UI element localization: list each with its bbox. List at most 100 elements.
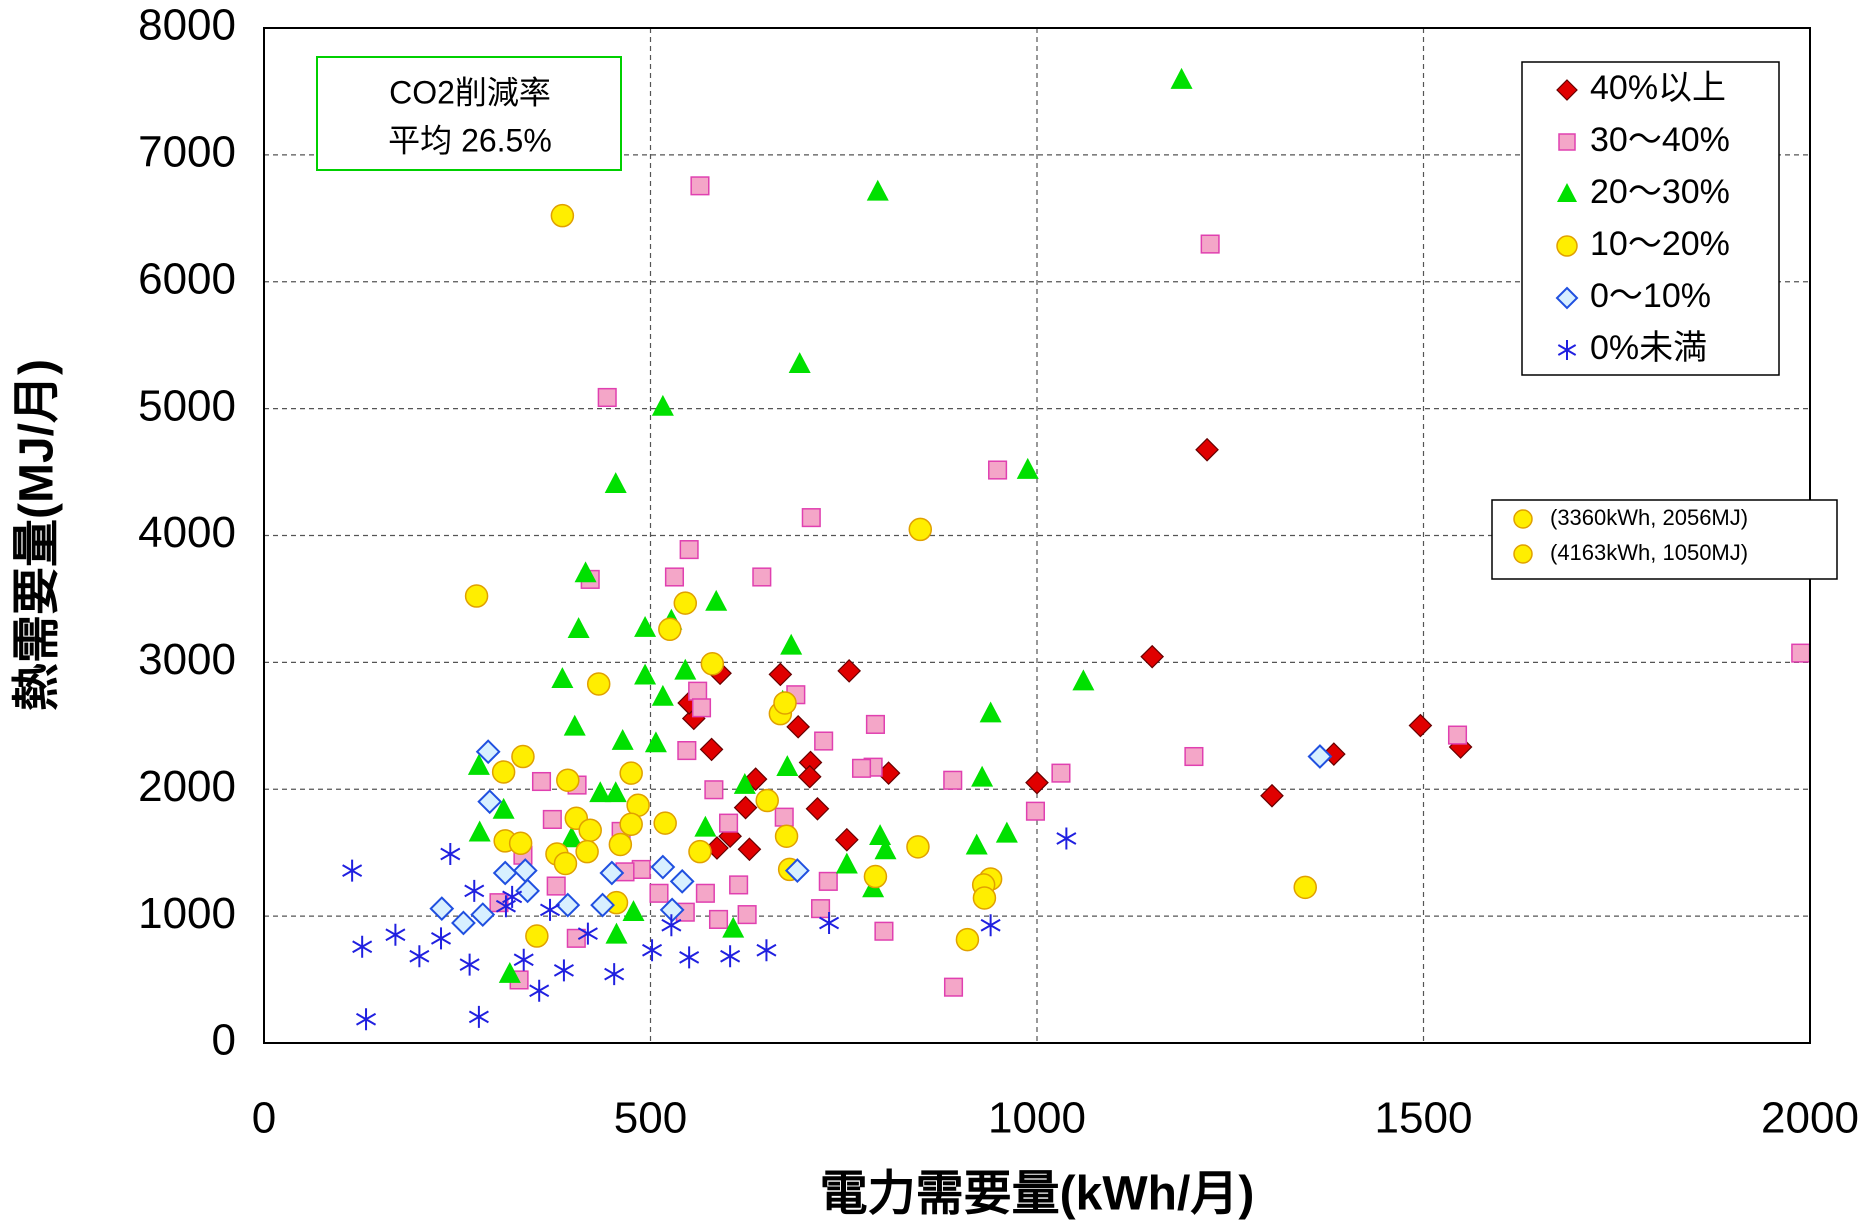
y-tick-label: 2000 xyxy=(138,762,236,811)
point xyxy=(1307,744,1333,769)
outlier-legend: (3360kWh, 2056MJ) (4163kWh, 1050MJ) xyxy=(1513,505,1748,565)
point xyxy=(468,1005,489,1028)
point xyxy=(1051,763,1071,783)
point xyxy=(599,860,625,886)
point xyxy=(511,744,535,769)
point xyxy=(567,617,590,639)
point xyxy=(513,948,534,971)
point xyxy=(502,885,523,908)
point xyxy=(669,868,695,894)
point xyxy=(733,772,756,794)
point xyxy=(995,821,1018,843)
point xyxy=(705,589,728,611)
point xyxy=(619,812,643,837)
point xyxy=(906,835,930,859)
outlier-label: (4163kWh, 1050MJ) xyxy=(1550,540,1748,565)
point xyxy=(971,765,994,787)
point xyxy=(464,584,489,608)
point xyxy=(653,811,677,835)
y-tick-label: 4000 xyxy=(138,508,236,557)
annotation: CO2削減率 xyxy=(389,74,551,110)
point xyxy=(467,753,490,775)
legend: 40%以上 30～40% 20～30% 10～20% 0～10% 0%未満 xyxy=(1555,69,1730,367)
point xyxy=(589,781,612,803)
y-tick-label: 5000 xyxy=(138,381,236,430)
point xyxy=(658,617,682,642)
point xyxy=(673,591,698,615)
point xyxy=(578,818,602,842)
point xyxy=(695,883,715,903)
point xyxy=(477,789,503,815)
outlier-marker xyxy=(1513,544,1533,564)
point xyxy=(819,911,840,934)
y-tick-label: 7000 xyxy=(138,128,236,177)
point xyxy=(722,916,745,938)
point xyxy=(691,698,712,718)
point xyxy=(835,852,858,874)
point xyxy=(574,561,597,583)
x-tick-label: 1500 xyxy=(1375,1094,1473,1143)
point xyxy=(575,839,599,864)
point xyxy=(677,741,697,761)
point xyxy=(1184,746,1204,767)
legend-marker xyxy=(1558,133,1576,151)
point xyxy=(1025,801,1046,821)
legend-marker xyxy=(1556,79,1578,101)
point xyxy=(604,472,627,494)
annotation: 平均 26.5% xyxy=(388,122,552,158)
point xyxy=(679,946,700,969)
x-tick-label: 2000 xyxy=(1761,1094,1859,1143)
point xyxy=(604,963,625,986)
point xyxy=(611,728,634,750)
point xyxy=(531,771,552,792)
point xyxy=(708,909,729,929)
point xyxy=(553,851,578,876)
x-tick-label: 500 xyxy=(614,1094,687,1143)
point xyxy=(634,616,657,637)
point xyxy=(1025,770,1049,795)
point xyxy=(604,781,627,803)
point xyxy=(780,633,803,655)
point xyxy=(774,824,799,848)
point xyxy=(525,924,549,948)
point xyxy=(805,796,830,821)
point xyxy=(429,896,455,922)
point xyxy=(1293,875,1317,900)
x-tick-label: 1000 xyxy=(988,1094,1086,1143)
point xyxy=(1260,783,1284,808)
point xyxy=(755,788,779,813)
point xyxy=(863,864,888,889)
y-tick-label: 0 xyxy=(212,1016,236,1065)
point xyxy=(1791,643,1811,663)
point xyxy=(866,179,889,201)
point xyxy=(560,826,583,848)
outlier-box xyxy=(1491,499,1838,580)
point xyxy=(475,739,501,765)
marks xyxy=(342,67,1811,1031)
point xyxy=(773,691,797,715)
point xyxy=(634,663,657,685)
point xyxy=(642,939,663,962)
y-axis-label: 熱需要量(MJ/月) xyxy=(11,359,64,711)
point xyxy=(492,860,518,886)
point xyxy=(756,939,777,962)
x-axis-label: 電力需要量(kWh/月) xyxy=(820,1168,1255,1221)
legend-box xyxy=(1521,61,1780,376)
point xyxy=(1140,644,1165,669)
point xyxy=(988,460,1008,480)
point xyxy=(451,910,476,936)
point xyxy=(1200,234,1220,254)
point xyxy=(492,797,515,819)
point xyxy=(837,659,862,683)
point xyxy=(619,761,643,785)
y-tick-label: 3000 xyxy=(138,635,236,684)
point xyxy=(542,809,562,829)
point xyxy=(776,755,799,776)
point xyxy=(811,899,831,919)
legend-label: 10～20% xyxy=(1590,225,1730,263)
legend-label: 40%以上 xyxy=(1590,69,1726,107)
point xyxy=(874,921,894,941)
point xyxy=(774,807,794,827)
point xyxy=(700,652,725,676)
point xyxy=(563,714,586,736)
